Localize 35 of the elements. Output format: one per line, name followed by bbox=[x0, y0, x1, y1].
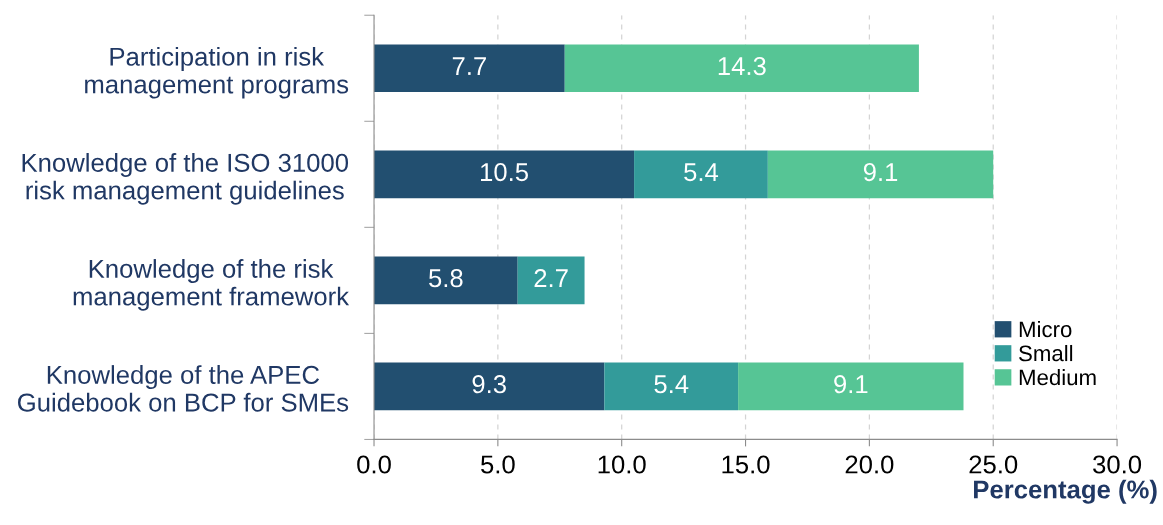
bar bbox=[374, 44, 565, 93]
legend-label: Micro bbox=[1019, 320, 1072, 338]
x-axis-title: Percentage (%) bbox=[974, 479, 1157, 504]
data-label: 7.7 bbox=[452, 57, 486, 75]
bar bbox=[374, 362, 605, 411]
bar bbox=[767, 150, 994, 199]
bar bbox=[738, 362, 964, 411]
data-label: 5.4 bbox=[654, 375, 689, 394]
y-tick-label: Knowledge of the APEC Guidebook on BCP for SMEs bbox=[18, 365, 349, 412]
bar bbox=[634, 150, 768, 199]
data-label: 14.3 bbox=[718, 56, 766, 76]
legend-label: Small bbox=[1019, 344, 1073, 362]
data-label: 9.3 bbox=[472, 375, 506, 394]
data-label: 10.5 bbox=[481, 163, 528, 182]
data-label: 9.1 bbox=[863, 163, 898, 182]
x-tick-label: 10.0 bbox=[598, 455, 646, 474]
x-tick-label: 5.0 bbox=[481, 455, 515, 474]
bar bbox=[604, 362, 739, 411]
legend-label: Medium bbox=[1019, 369, 1096, 386]
x-tick-label: 0.0 bbox=[357, 455, 391, 474]
data-label: 9.1 bbox=[834, 375, 868, 394]
x-tick-label: 15.0 bbox=[722, 455, 770, 474]
data-label: 5.8 bbox=[429, 269, 463, 288]
x-tick-label: 25.0 bbox=[969, 455, 1018, 474]
y-tick-label: Knowledge of the risk management framework bbox=[73, 259, 350, 311]
data-label: 5.4 bbox=[684, 163, 719, 182]
x-tick-label: 20.0 bbox=[845, 455, 894, 474]
bar bbox=[517, 256, 585, 305]
y-tick-label: Knowledge of the ISO 31000 risk management guidelines bbox=[22, 153, 349, 205]
x-tick-label: 30.0 bbox=[1093, 455, 1142, 474]
y-tick-label: Participation in risk management programs bbox=[85, 46, 349, 99]
bar bbox=[374, 150, 635, 199]
bar bbox=[374, 256, 518, 305]
bar bbox=[564, 44, 919, 93]
data-label: 2.7 bbox=[534, 269, 568, 287]
